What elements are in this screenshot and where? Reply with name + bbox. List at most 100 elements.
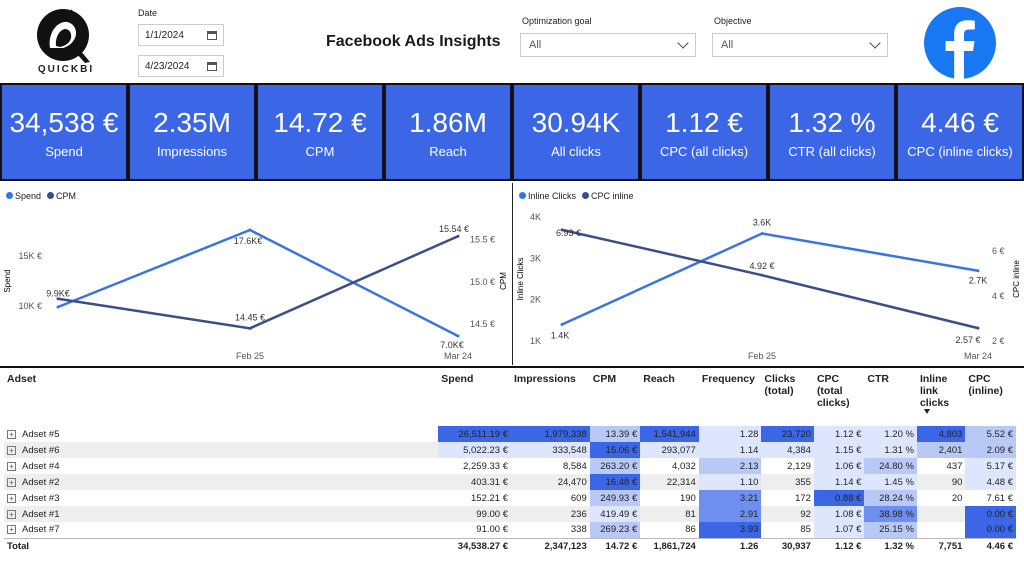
expand-icon[interactable]: +	[7, 445, 16, 455]
sort-descending-icon[interactable]	[923, 409, 930, 414]
kpi-card-cpc-all: 1.12 € CPC (all clicks)	[640, 83, 768, 181]
kpi-card-impressions: 2.35M Impressions	[128, 83, 256, 181]
column-header[interactable]: Spend	[438, 368, 511, 426]
kpi-value: 1.86M	[409, 106, 487, 138]
column-header[interactable]: CPC (inline)	[965, 368, 1016, 426]
table-header-row: Adset Spend Impressions CPM Reach Frequency Cl…	[4, 368, 1016, 426]
column-header[interactable]: Inline link clicks	[917, 368, 965, 426]
legend-dot-icon	[6, 192, 13, 199]
total-cell: 30,937	[761, 537, 814, 554]
table-row[interactable]: + Adset #7 91.00 € 338 269.23 € 86 3.93 85 1.07 …	[4, 522, 1016, 538]
table-row[interactable]: + Adset #1 99.00 €236 419.49 €81 2.91 92 1.08 …	[4, 506, 1016, 522]
adset-name-cell: + Adset #7	[4, 522, 438, 538]
table-cell: 4,384	[761, 442, 814, 458]
y-tick-label: 4K	[530, 212, 541, 222]
total-cell: 1.32 %	[864, 537, 917, 554]
data-label: 6.93 €	[556, 228, 581, 238]
total-cell: 2,347,123	[510, 537, 590, 554]
adset-name-cell: + Adset #5	[4, 426, 438, 442]
legend-item-inline-clicks[interactable]: Inline Clicks	[519, 191, 576, 201]
start-date-value: 1/1/2024	[145, 29, 184, 41]
column-header-label: Frequency	[701, 373, 755, 385]
y2-axis-title: CPM	[499, 272, 508, 290]
date-slicer-label: Date	[138, 8, 158, 18]
page-title: Facebook Ads Insights	[326, 33, 501, 50]
x-tick-label: Feb 25	[748, 351, 776, 361]
expand-icon[interactable]: +	[7, 509, 16, 519]
table-cell: 4,032	[672, 460, 696, 472]
table-cell: 24.80 %	[864, 458, 917, 474]
table-cell: 2.91	[698, 506, 762, 522]
column-header[interactable]: CTR	[864, 368, 917, 426]
clicks-cpc-line-chart[interactable]: Inline Clicks CPC inline 1K 2K 3K 4K 2 € 4 € 6 €…	[513, 183, 1024, 365]
expand-icon[interactable]: +	[7, 429, 16, 439]
table-cell: 172	[795, 492, 811, 504]
adset-table: Adset Spend Impressions CPM Reach Frequency Cl…	[0, 366, 1024, 579]
calendar-icon[interactable]	[207, 61, 217, 71]
adset-name: Adset #2	[22, 476, 60, 488]
table-row[interactable]: + Adset #4 2,259.33 € 8,584 263.20 € 4,032 2.1…	[4, 458, 1016, 474]
table-cell: 1.08 €	[813, 506, 865, 522]
table-cell: 338	[570, 524, 587, 536]
data-label: 3.6K	[753, 218, 772, 228]
start-date-input[interactable]: 1/1/2024	[138, 24, 224, 46]
adset-name: Adset #1	[22, 508, 60, 520]
data-label: 2.57 €	[955, 335, 980, 345]
data-point	[560, 322, 564, 326]
column-header[interactable]: Reach	[640, 368, 699, 426]
table-cell: 437	[946, 460, 963, 472]
optimization-goal-dropdown[interactable]: All	[520, 33, 696, 57]
table-row[interactable]: + Adset #5 26,511.19 €1,979,338 13.39 €1,54…	[4, 426, 1016, 442]
data-label: 4.92 €	[749, 261, 774, 271]
column-header[interactable]: Clicks (total)	[761, 368, 814, 426]
table-cell: 1.31 %	[864, 442, 917, 458]
y2-tick-label: 14.5 €	[470, 319, 495, 329]
column-header[interactable]: Adset	[4, 368, 438, 426]
end-date-input[interactable]: 4/23/2024	[138, 55, 224, 77]
legend-dot-icon	[47, 192, 55, 199]
table-cell: 333,548	[510, 442, 590, 458]
table-cell: 15.06 €	[589, 442, 641, 458]
table-cell: 5.52 €	[965, 426, 1016, 442]
table-cell: 1.14	[698, 442, 762, 458]
table-row[interactable]: + Adset #6 5,022.23 €333,548 15.06 €293,077…	[4, 442, 1016, 458]
table-row[interactable]: + Adset #3 152.21 € 609 249.93 € 190 3.21 172 0.…	[4, 490, 1016, 506]
table-cell: 1,541,944	[640, 426, 699, 442]
data-point	[976, 326, 980, 330]
objective-dropdown[interactable]: All	[712, 33, 888, 57]
x-tick-label: Feb 25	[236, 351, 264, 361]
table-cell: 91.00 €	[476, 524, 508, 536]
y-axis-title: Spend	[3, 269, 12, 292]
adset-name: Adset #4	[22, 460, 60, 472]
legend-item-cpm[interactable]: CPM	[47, 191, 76, 201]
table-cell	[916, 506, 966, 522]
legend-label: Inline Clicks	[528, 191, 577, 201]
legend-item-spend[interactable]: Spend	[6, 191, 41, 201]
table-cell: 0.00 €	[965, 522, 1016, 538]
table-row[interactable]: + Adset #2 403.31 €24,470 16.48 €22,314 1.10…	[4, 474, 1016, 490]
expand-icon[interactable]: +	[7, 461, 16, 471]
expand-icon[interactable]: +	[7, 525, 16, 535]
total-cell: 1.26	[698, 537, 762, 554]
spend-cpm-line-chart[interactable]: Spend CPM 10K € 15K € 14.5 € 15.0 € 15.5 € Feb …	[0, 183, 512, 365]
legend-item-cpc-inline[interactable]: CPC inline	[582, 191, 634, 201]
column-header[interactable]: Frequency	[699, 368, 762, 426]
x-tick-label: Mar 24	[444, 351, 472, 361]
kpi-row: 34,538 € Spend 2.35M Impressions 14.72 € CP…	[0, 83, 1024, 181]
total-cell: 1,861,724	[640, 537, 699, 554]
legend-label: CPM	[56, 191, 77, 201]
column-header[interactable]: CPC (total clicks)	[814, 368, 864, 426]
kpi-value: 2.35M	[153, 106, 231, 138]
y2-tick-label: 2 €	[992, 336, 1005, 346]
column-header[interactable]: Impressions	[511, 368, 590, 426]
kpi-label: CTR (all clicks)	[788, 143, 876, 159]
expand-icon[interactable]: +	[7, 477, 16, 487]
chevron-down-icon	[677, 37, 689, 49]
calendar-icon[interactable]	[207, 30, 217, 40]
data-label: 17.6K€	[234, 236, 263, 246]
data-point	[56, 297, 60, 301]
table-cell: 85	[800, 524, 811, 536]
column-header[interactable]: CPM	[590, 368, 640, 426]
data-point	[248, 228, 252, 232]
expand-icon[interactable]: +	[7, 493, 16, 503]
